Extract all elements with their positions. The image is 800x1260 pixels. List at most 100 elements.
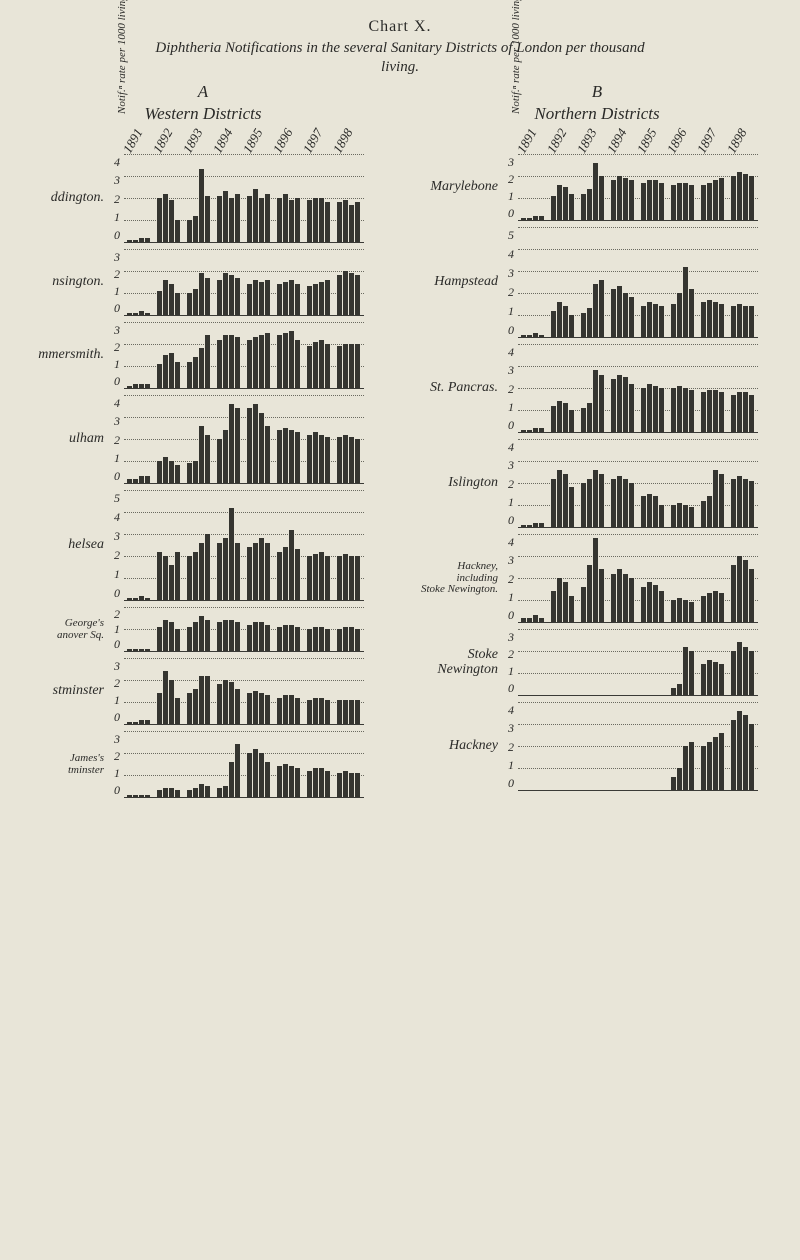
quarter-bar bbox=[295, 627, 301, 651]
quarter-bar bbox=[145, 384, 151, 388]
quarter-bar bbox=[325, 437, 331, 483]
quarter-bar bbox=[295, 768, 301, 797]
chart-area bbox=[518, 702, 758, 791]
quarter-bar bbox=[539, 523, 545, 527]
y-scale: 012 bbox=[110, 608, 124, 652]
bar-group bbox=[334, 490, 364, 600]
quarter-bar bbox=[175, 698, 181, 724]
quarter-bar bbox=[569, 410, 575, 432]
bar-group bbox=[124, 249, 154, 315]
y-tick: 1 bbox=[114, 622, 120, 637]
quarter-bar bbox=[145, 598, 151, 600]
quarter-bar bbox=[355, 556, 361, 600]
bar-group bbox=[518, 439, 548, 527]
chart-label: mmersmith. bbox=[10, 348, 110, 363]
quarter-bar bbox=[355, 202, 361, 242]
y-tick: 0 bbox=[508, 323, 514, 338]
y-scale: 01234 bbox=[110, 155, 124, 243]
quarter-bar bbox=[205, 435, 211, 483]
bar-group bbox=[668, 534, 698, 622]
chart-row: ulham01234 bbox=[10, 395, 396, 484]
chart-area bbox=[518, 154, 758, 221]
bar-group bbox=[304, 395, 334, 483]
quarter-bar bbox=[145, 795, 151, 797]
bar-group bbox=[274, 322, 304, 388]
y-tick: 5 bbox=[508, 228, 514, 243]
y-scale: 0123 bbox=[110, 250, 124, 316]
bar-group bbox=[698, 154, 728, 220]
y-tick: 3 bbox=[114, 323, 120, 338]
quarter-bar bbox=[325, 771, 331, 797]
y-tick: 2 bbox=[508, 572, 514, 587]
bar-group bbox=[638, 629, 668, 695]
bar-group bbox=[728, 439, 758, 527]
quarter-bar bbox=[599, 569, 605, 622]
bar-group bbox=[304, 490, 334, 600]
quarter-bar bbox=[689, 742, 695, 790]
bar-group bbox=[608, 439, 638, 527]
quarter-bar bbox=[749, 306, 755, 337]
bar-group bbox=[124, 154, 154, 242]
bar-group bbox=[334, 658, 364, 724]
bar-group bbox=[698, 439, 728, 527]
bar-group bbox=[518, 534, 548, 622]
y-tick: 2 bbox=[508, 740, 514, 755]
bar-group bbox=[214, 322, 244, 388]
y-tick: 4 bbox=[508, 535, 514, 550]
y-tick: 3 bbox=[508, 553, 514, 568]
chart-area bbox=[124, 395, 364, 484]
quarter-bar bbox=[689, 390, 695, 432]
bar-group bbox=[698, 344, 728, 432]
y-tick: 2 bbox=[508, 647, 514, 662]
chart-row: ddington.01234 bbox=[10, 154, 396, 243]
y-tick: 0 bbox=[114, 469, 120, 484]
bar-group bbox=[304, 607, 334, 651]
quarter-bar bbox=[719, 474, 725, 527]
quarter-bar bbox=[599, 375, 605, 432]
bars bbox=[124, 154, 364, 242]
bar-group bbox=[214, 395, 244, 483]
column-a: A Western Districts 18911892189318941895… bbox=[10, 82, 396, 804]
axis-label: Notif.ⁿ rate per 1000 living bbox=[510, 0, 522, 114]
bar-group bbox=[518, 154, 548, 220]
bar-group bbox=[334, 154, 364, 242]
years-row: 18911892189318941895189618971898 bbox=[118, 128, 396, 154]
bar-group bbox=[698, 227, 728, 337]
chart-label: Hampstead bbox=[404, 275, 504, 290]
quarter-bar bbox=[295, 284, 301, 315]
y-scale: 0123 bbox=[110, 323, 124, 389]
quarter-bar bbox=[235, 337, 241, 388]
bar-group bbox=[578, 227, 608, 337]
quarter-bar bbox=[355, 700, 361, 724]
chart-label: St. Pancras. bbox=[404, 381, 504, 396]
bars bbox=[124, 322, 364, 388]
bar-group bbox=[668, 154, 698, 220]
chart-label: Islington bbox=[404, 476, 504, 491]
quarter-bar bbox=[355, 344, 361, 388]
bar-group bbox=[274, 607, 304, 651]
bar-group bbox=[608, 534, 638, 622]
col-a-letter: A bbox=[10, 82, 396, 102]
chart-label: Marylebone bbox=[404, 180, 504, 195]
y-tick: 0 bbox=[114, 783, 120, 798]
quarter-bar bbox=[599, 280, 605, 337]
bar-group bbox=[214, 658, 244, 724]
quarter-bar bbox=[175, 629, 181, 651]
quarter-bar bbox=[175, 220, 181, 242]
bar-group bbox=[548, 439, 578, 527]
quarter-bar bbox=[659, 591, 665, 622]
chart-label: Hackney,includingStoke Newington. bbox=[404, 561, 504, 596]
chart-label: stminster bbox=[10, 684, 110, 699]
quarter-bar bbox=[355, 275, 361, 315]
quarter-bar bbox=[629, 180, 635, 220]
quarter-bar bbox=[749, 651, 755, 695]
bar-group bbox=[184, 731, 214, 797]
bar-group bbox=[154, 731, 184, 797]
bar-group bbox=[304, 658, 334, 724]
bar-group bbox=[728, 154, 758, 220]
bar-group bbox=[154, 395, 184, 483]
quarter-bar bbox=[629, 297, 635, 337]
chart-label: George'sanover Sq. bbox=[10, 618, 110, 641]
bar-group bbox=[214, 490, 244, 600]
y-tick: 1 bbox=[508, 758, 514, 773]
